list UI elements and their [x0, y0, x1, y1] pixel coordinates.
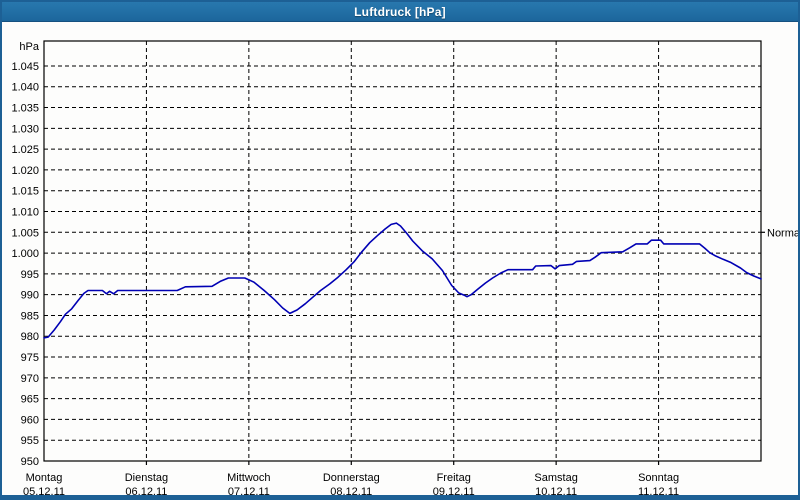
- x-weekday-label: Freitag: [437, 472, 471, 484]
- x-weekday-label: Donnerstag: [323, 472, 380, 484]
- window-titlebar[interactable]: Luftdruck [hPa]: [2, 2, 798, 22]
- y-tick-label: 980: [21, 331, 39, 343]
- pressure-line: [43, 222, 762, 339]
- x-date-label: 07.12.11: [228, 486, 270, 495]
- x-weekday-label: Dienstag: [125, 472, 168, 484]
- y-tick-label: 1.015: [11, 186, 39, 198]
- y-tick-label: 970: [21, 373, 39, 385]
- y-tick-label: 985: [21, 310, 39, 322]
- y-tick-label: 1.020: [11, 165, 39, 177]
- y-tick-label: 1.045: [11, 61, 39, 73]
- y-tick-label: 990: [21, 290, 39, 302]
- y-tick-label: 1.030: [11, 123, 39, 135]
- x-date-label: 10.12.11: [535, 486, 577, 495]
- pressure-chart-canvas: Normal hPa 1.045 1.040 1.035 1.030 1.025 1.020 1…: [11, 40, 798, 495]
- x-weekday-label: Sonntag: [638, 472, 679, 484]
- x-date-label: 06.12.11: [125, 486, 167, 495]
- normal-label: Normal: [767, 227, 798, 239]
- y-tick-label: 1.040: [11, 82, 39, 94]
- x-date-label: 11.12.11: [638, 486, 679, 495]
- y-tick-label: 1.000: [11, 248, 39, 260]
- y-axis-unit-label: hPa: [19, 41, 39, 53]
- y-tick-label: 975: [21, 352, 39, 364]
- y-tick-label: 965: [21, 394, 39, 406]
- y-tick-label: 960: [21, 414, 39, 426]
- x-date-label: 05.12.11: [23, 486, 65, 495]
- pressure-chart: Normal hPa 1.045 1.040 1.035 1.030 1.025 1.020 1…: [2, 23, 798, 495]
- plot-border: [43, 40, 762, 462]
- y-tick-label: 1.025: [11, 144, 39, 156]
- y-tick-label: 995: [21, 269, 39, 281]
- x-weekday-label: Mittwoch: [227, 472, 270, 484]
- x-date-label: 08.12.11: [330, 486, 372, 495]
- window-title: Luftdruck [hPa]: [354, 4, 446, 19]
- y-tick-label: 955: [21, 435, 39, 447]
- y-tick-label: 1.010: [11, 206, 39, 218]
- x-weekday-label: Montag: [26, 472, 63, 484]
- x-weekday-label: Samstag: [534, 472, 577, 484]
- y-tick-label: 950: [21, 456, 39, 468]
- y-tick-label: 1.005: [11, 227, 39, 239]
- x-date-label: 09.12.11: [433, 486, 475, 495]
- plot-area: [44, 41, 761, 461]
- y-tick-label: 1.035: [11, 103, 39, 115]
